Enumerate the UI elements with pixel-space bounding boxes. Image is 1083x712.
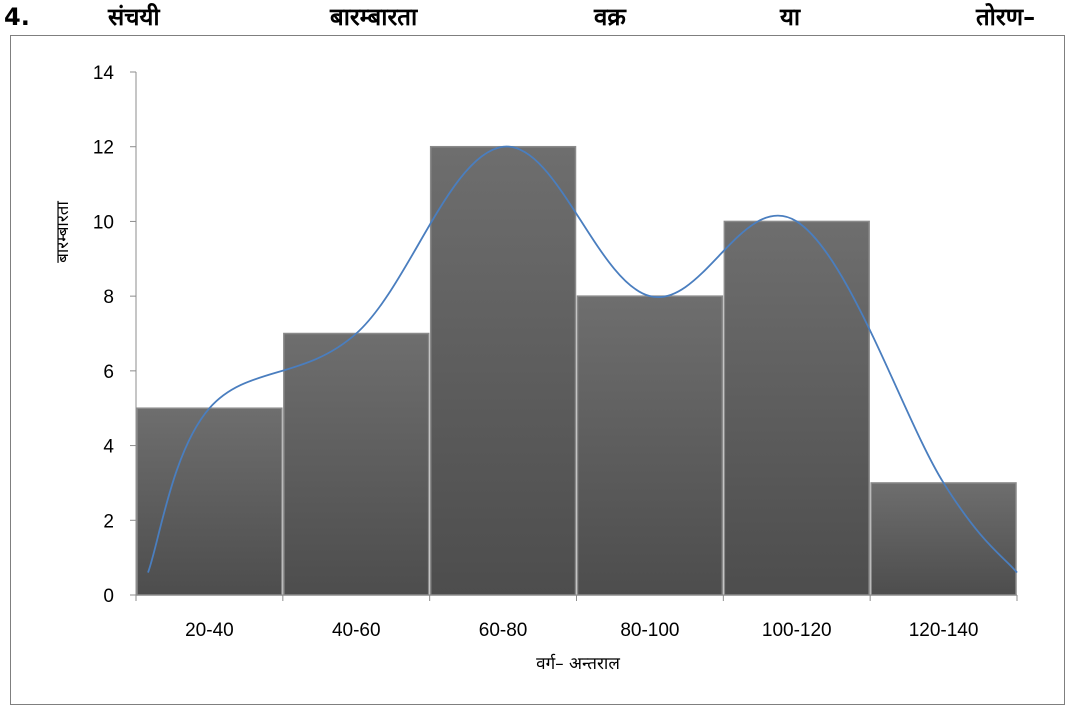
heading-word-5: तोरण– [976,3,1036,31]
heading-number: 4. [4,3,30,31]
frequency-curve [147,145,1018,574]
y-tick-label-8: 8 [103,287,114,308]
bar-100-120 [723,220,870,596]
y-tick-label-0: 0 [103,586,114,607]
bar-120-140 [870,482,1017,596]
y-tick-label-4: 4 [103,437,114,458]
x-axis-title: वर्ग– अन्तराल [536,653,620,674]
y-tick-label-12: 12 [93,138,114,159]
bar-40-60 [283,332,430,596]
y-tick-label-10: 10 [93,212,114,233]
y-axis-title: बारम्बारता [53,201,73,263]
heading-word-2: बारम्बारता [330,3,418,31]
x-tick-label-100-120: 100-120 [762,620,832,641]
y-tick-label-14: 14 [93,63,115,84]
bar-80-100 [576,295,724,596]
heading-word-1: संचयी [108,3,160,31]
y-tick-label-6: 6 [103,362,114,383]
x-tick-label-20-40: 20-40 [185,620,234,641]
heading-word-4: या [780,3,801,31]
bar-20-40 [136,407,283,596]
y-tick-label-2: 2 [103,511,114,532]
bar-60-80 [429,145,577,596]
page-heading: 4. संचयी बारम्बारता वक्र या तोरण– [0,0,1083,34]
x-tick-label-60-80: 60-80 [479,620,528,641]
x-tick-label-40-60: 40-60 [332,620,381,641]
x-tick-label-80-100: 80-100 [620,620,679,641]
heading-word-3: वक्र [594,3,626,31]
x-tick-label-120-140: 120-140 [909,620,979,641]
